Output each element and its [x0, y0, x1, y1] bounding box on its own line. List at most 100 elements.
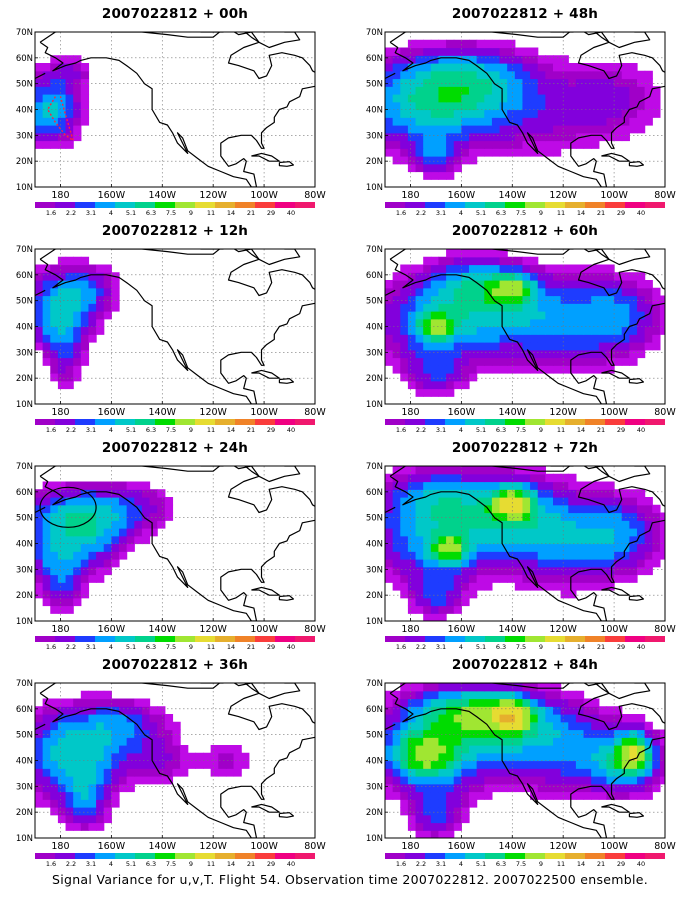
- field-cell: [537, 559, 546, 568]
- field-cell: [415, 125, 424, 134]
- field-cell: [507, 86, 516, 95]
- field-cell: [491, 63, 501, 72]
- field-cell: [469, 566, 478, 576]
- field-cell: [530, 101, 539, 111]
- field-cell: [659, 318, 665, 328]
- colorbar-label: 40: [637, 209, 645, 217]
- field-cell: [499, 349, 508, 359]
- field-cell: [575, 287, 585, 297]
- field-cell: [430, 551, 440, 560]
- colorbar-label: 7.5: [516, 209, 526, 217]
- field-cell: [73, 342, 82, 351]
- field-cell: [553, 117, 562, 126]
- field-cell: [35, 590, 44, 599]
- field-cell: [80, 295, 90, 304]
- field-cell: [461, 342, 470, 351]
- x-tick-label: 160W: [98, 624, 126, 635]
- field-cell: [42, 729, 51, 738]
- field-cell: [491, 295, 501, 304]
- field-cell: [553, 752, 562, 762]
- field-cell: [530, 729, 539, 738]
- field-cell: [438, 683, 447, 692]
- field-cell: [415, 117, 424, 126]
- field-cell: [537, 706, 546, 715]
- field-cell: [530, 78, 539, 87]
- field-cell: [621, 272, 630, 281]
- field-cell: [164, 737, 174, 746]
- field-cell: [614, 63, 623, 72]
- field-cell: [407, 528, 417, 537]
- field-cell: [423, 690, 432, 700]
- field-cell: [537, 745, 546, 754]
- field-cell: [514, 311, 524, 320]
- field-cell: [42, 303, 51, 312]
- field-cell: [73, 349, 82, 359]
- field-cell: [560, 721, 569, 731]
- field-cell: [598, 582, 608, 591]
- field-cell: [476, 574, 485, 583]
- field-cell: [598, 489, 608, 498]
- field-cell: [385, 512, 394, 521]
- x-tick-label: 120W: [199, 624, 227, 635]
- field-cell: [42, 342, 51, 351]
- field-cell: [57, 559, 67, 568]
- field-cell: [484, 690, 493, 700]
- field-cell: [42, 737, 51, 746]
- field-cell: [35, 132, 44, 142]
- field-cell: [65, 543, 74, 552]
- field-cell: [80, 698, 90, 707]
- field-cell: [499, 512, 508, 521]
- field-cell: [469, 683, 478, 692]
- field-cell: [621, 783, 630, 793]
- field-cell: [598, 63, 608, 72]
- field-cell: [430, 125, 440, 134]
- field-cell: [415, 683, 424, 692]
- field-cell: [126, 706, 135, 715]
- field-cell: [415, 745, 424, 754]
- field-cell: [591, 489, 600, 498]
- field-cell: [430, 760, 440, 769]
- field-cell: [430, 373, 440, 382]
- field-cell: [637, 287, 646, 297]
- field-cell: [629, 559, 638, 568]
- field-cell: [80, 721, 90, 731]
- field-cell: [392, 63, 401, 72]
- field-cell: [35, 497, 44, 506]
- field-cell: [545, 349, 554, 359]
- field-cell: [484, 86, 493, 95]
- field-cell: [621, 280, 630, 289]
- field-cell: [461, 497, 470, 506]
- x-tick-label: 160W: [448, 841, 476, 852]
- field-cell: [507, 721, 516, 731]
- field-cell: [491, 287, 501, 297]
- field-cell: [553, 574, 562, 583]
- field-cell: [537, 70, 546, 80]
- field-cell: [476, 132, 485, 142]
- field-cell: [591, 78, 600, 87]
- field-cell: [507, 760, 516, 769]
- field-cell: [530, 574, 539, 583]
- field-cell: [438, 776, 447, 785]
- field-cell: [484, 574, 493, 583]
- field-cell: [514, 698, 524, 707]
- field-cell: [453, 140, 462, 149]
- field-cell: [598, 535, 608, 545]
- field-cell: [392, 272, 401, 281]
- field-cell: [575, 311, 585, 320]
- field-cell: [415, 783, 424, 793]
- colorbar-label: 9: [189, 860, 193, 868]
- field-cell: [476, 287, 485, 297]
- colorbar-swatch: [525, 202, 546, 208]
- field-cell: [614, 543, 623, 552]
- colorbar-label: 5.1: [476, 860, 486, 868]
- colorbar-label: 3.1: [436, 426, 446, 434]
- field-cell: [469, 760, 478, 769]
- field-cell: [73, 94, 82, 103]
- field-cell: [537, 698, 546, 707]
- field-cell: [530, 272, 539, 281]
- field-cell: [415, 156, 424, 165]
- field-cell: [446, 365, 455, 374]
- field-cell: [88, 690, 97, 700]
- field-cell: [553, 582, 562, 591]
- field-cell: [407, 512, 417, 521]
